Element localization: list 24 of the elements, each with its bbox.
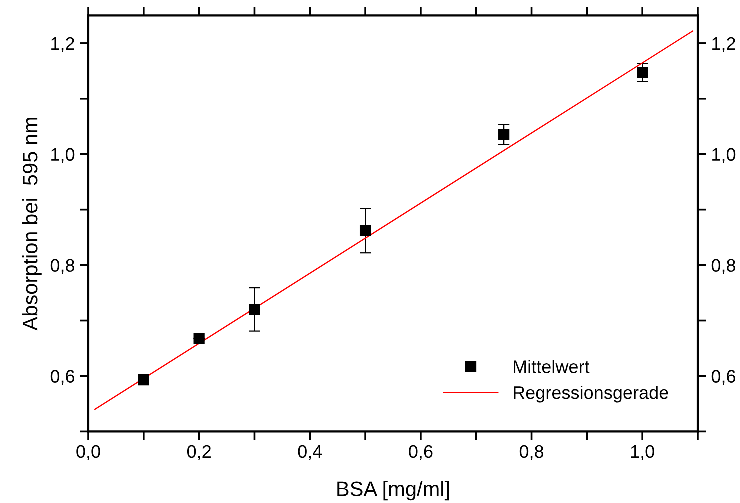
x-axis-title: BSA [mg/ml]: [338, 481, 450, 501]
x-tick-label: 0,8: [520, 445, 544, 460]
x-tick-label: 0,6: [409, 445, 433, 460]
x-tick-label: 0,0: [76, 445, 100, 460]
legend-label: Regressionsgerade: [514, 386, 668, 403]
x-tick-label: 1,0: [631, 445, 654, 460]
point: [637, 67, 648, 78]
point: [138, 374, 150, 386]
y2-tick-label: 0,6: [712, 370, 736, 386]
point: [194, 332, 205, 344]
x-tick-label: 0,2: [187, 445, 211, 460]
y2-tick-label: 1,0: [712, 148, 736, 164]
point: [498, 129, 510, 141]
y2-tick-label: 1,2: [712, 37, 736, 52]
legend-label: Mittelwert: [514, 360, 590, 374]
y-axis-title: Absorption bei 595 nm: [22, 118, 42, 331]
y-tick-label: 1,2: [52, 37, 74, 52]
x-tick-label: 0,4: [298, 445, 322, 460]
y-tick-label: 1,0: [52, 148, 75, 164]
y2-tick-label: 0,8: [712, 259, 736, 274]
point: [249, 304, 260, 316]
y-tick-label: 0,8: [50, 259, 75, 274]
point: [360, 225, 372, 236]
y-tick-label: 0,6: [50, 370, 75, 386]
